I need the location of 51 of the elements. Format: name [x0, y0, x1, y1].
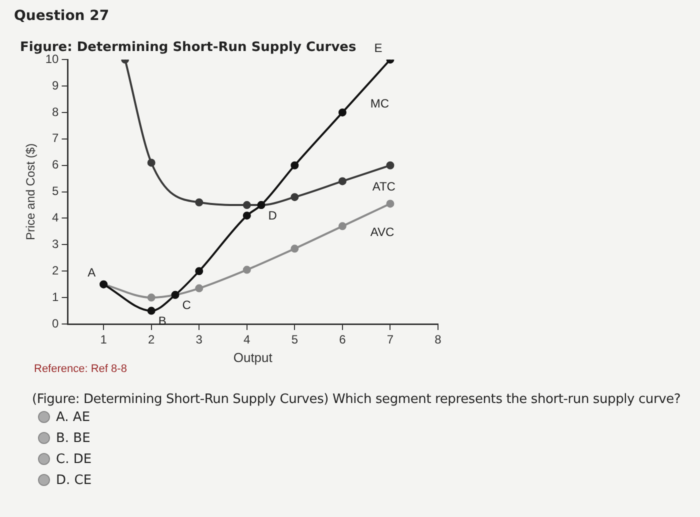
- point: [242, 201, 251, 210]
- annotation: A: [88, 266, 96, 280]
- point: [147, 158, 156, 167]
- text: B. BE: [56, 431, 90, 446]
- point: [242, 266, 251, 274]
- y-axis-title: Price and Cost ($): [24, 143, 38, 240]
- x-tick-label: 8: [434, 332, 442, 347]
- x-tick-label: 7: [386, 332, 394, 347]
- point: [242, 212, 251, 220]
- point: [386, 161, 394, 170]
- y-tick-label: 3: [52, 236, 60, 251]
- point: [338, 222, 346, 230]
- annotation: D: [268, 208, 278, 222]
- text: C. DE: [56, 452, 92, 467]
- annotation: C: [182, 298, 192, 312]
- y-tick-label: 2: [52, 263, 60, 278]
- x-tick-label: 2: [148, 332, 156, 347]
- point: [290, 161, 299, 170]
- x-axis-title: Output: [233, 350, 273, 365]
- point: [386, 200, 394, 208]
- text: A. AE: [56, 410, 90, 425]
- annotation: E: [374, 40, 382, 55]
- y-tick-label: 7: [52, 131, 60, 146]
- text: Question 27: [14, 8, 110, 24]
- y-tick-label: 5: [52, 184, 60, 198]
- series-label: ATC: [372, 180, 396, 194]
- point: [195, 284, 204, 292]
- point: [195, 267, 204, 276]
- x-tick-label: 1: [100, 332, 108, 347]
- text: (Figure: Determining Short-Run Supply Curves) Which segment represents the short-run supply curve?: [32, 392, 681, 407]
- text: D. CE: [56, 473, 92, 488]
- x-tick-label: 5: [291, 332, 298, 347]
- x-tick-label: 4: [244, 332, 251, 347]
- series-label: AVC: [370, 225, 394, 240]
- point: [338, 177, 346, 186]
- y-tick-label: 8: [52, 104, 60, 119]
- point: [290, 193, 299, 202]
- point: [195, 198, 204, 206]
- y-tick-label: 6: [52, 158, 60, 172]
- series-label: MC: [370, 96, 390, 110]
- point: [147, 294, 156, 302]
- text: Reference: Ref 8-8: [34, 363, 127, 375]
- x-tick-label: 6: [339, 332, 346, 347]
- point: [338, 108, 346, 116]
- x-tick-label: 3: [196, 332, 203, 347]
- point: [147, 306, 156, 315]
- y-tick-label: 1: [52, 290, 60, 304]
- y-tick-label: 4: [52, 210, 60, 225]
- y-tick-label: 9: [52, 78, 60, 92]
- point: [290, 244, 299, 253]
- y-tick-label: 0: [52, 316, 60, 330]
